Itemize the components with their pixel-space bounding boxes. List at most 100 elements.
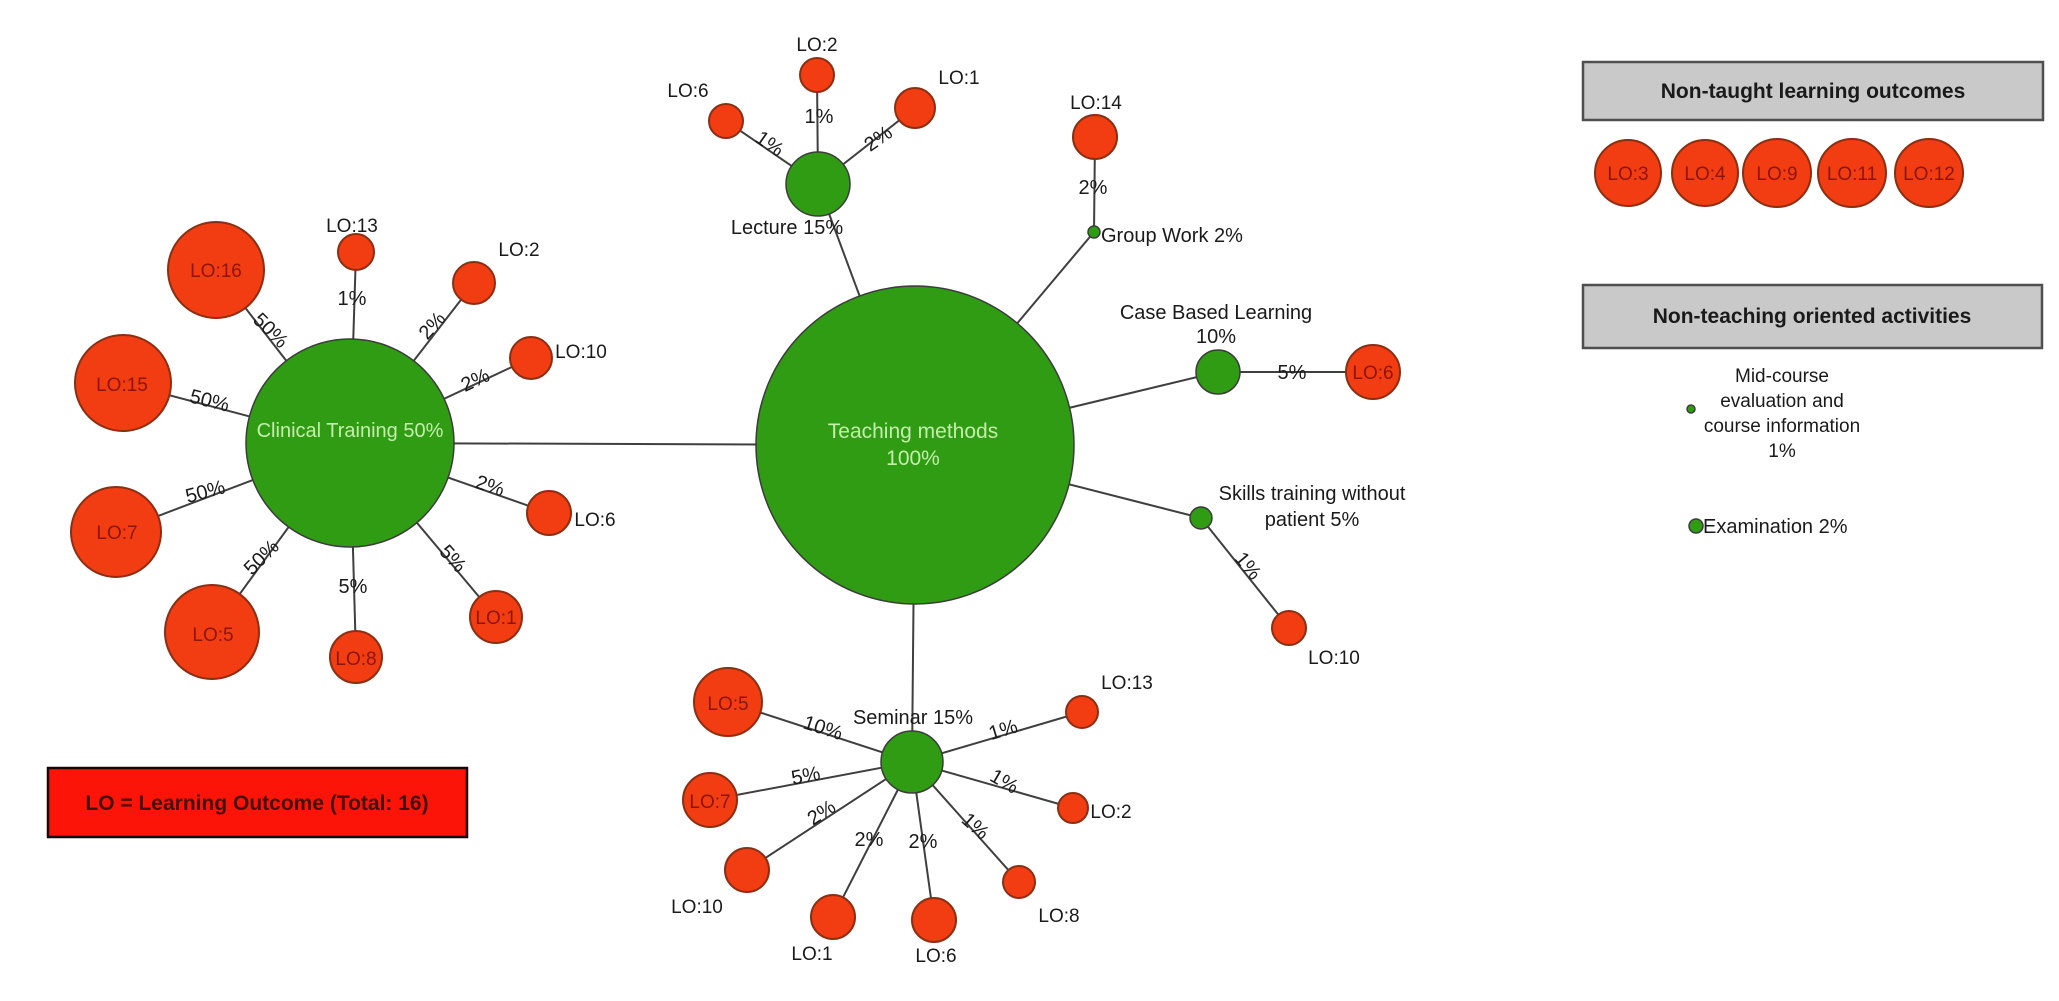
node-midcourse-label: Mid-course bbox=[1735, 366, 1829, 387]
node-lo2l-circle bbox=[799, 57, 835, 93]
node-lo7c-label: LO:7 bbox=[96, 523, 137, 544]
edge-label-lecture-lo6l: 1% bbox=[751, 127, 787, 162]
node-skills-circle bbox=[1189, 506, 1213, 530]
node-cbl-circle bbox=[1195, 349, 1241, 395]
node-lo6cb-label: LO:6 bbox=[1352, 363, 1393, 384]
node-lo5s-circle bbox=[693, 667, 763, 737]
node-teaching-circle bbox=[755, 285, 1075, 605]
node-skills-label: patient 5% bbox=[1265, 509, 1360, 531]
node-lo12-circle bbox=[1894, 138, 1964, 208]
edge-label-clinical-lo16: 50% bbox=[248, 309, 292, 353]
edge-label-cbl-lo6cb: 5% bbox=[1278, 362, 1307, 384]
node-seminar-label: Seminar 15% bbox=[853, 707, 973, 729]
node-lo6c-label: LO:6 bbox=[574, 510, 615, 531]
node-lo1l-circle bbox=[894, 87, 936, 129]
node-lo10sk-label: LO:10 bbox=[1308, 648, 1360, 669]
node-lo8s-circle bbox=[1002, 865, 1036, 899]
node-exam-circle bbox=[1688, 518, 1704, 534]
node-lo4-label: LO:4 bbox=[1684, 164, 1726, 185]
node-lo10s-circle bbox=[724, 847, 770, 893]
non-teaching-header-label: Non-teaching oriented activities bbox=[1653, 305, 1972, 328]
lo-note-box bbox=[46, 766, 469, 839]
node-lo6l-circle bbox=[708, 103, 744, 139]
node-exam-label: Examination 2% bbox=[1703, 516, 1848, 538]
edge-label-seminar-lo7s: 5% bbox=[790, 763, 823, 790]
node-lo7s-label: LO:7 bbox=[689, 792, 730, 813]
node-lo15-label: LO:15 bbox=[96, 375, 148, 396]
node-lo13s-label: LO:13 bbox=[1101, 673, 1153, 694]
node-lo3-circle bbox=[1594, 139, 1662, 207]
node-lo6s-label: LO:6 bbox=[915, 946, 956, 967]
node-lo10sk-circle bbox=[1271, 610, 1307, 646]
node-lo14-circle bbox=[1072, 114, 1118, 160]
node-midcourse-label: evaluation and bbox=[1720, 391, 1844, 412]
node-lo7s-circle bbox=[682, 772, 738, 828]
lo-note-label: LO = Learning Outcome (Total: 16) bbox=[85, 792, 428, 815]
node-teaching-label: Teaching methods bbox=[828, 420, 998, 443]
node-midcourse-circle bbox=[1686, 404, 1696, 414]
node-lo2s-circle bbox=[1057, 792, 1089, 824]
node-lo7c-circle bbox=[70, 486, 162, 578]
edge-skills-lo10sk bbox=[1200, 517, 1290, 629]
node-lo8c-circle bbox=[329, 630, 383, 684]
node-lo6c-circle bbox=[526, 490, 572, 536]
node-midcourse-label: 1% bbox=[1768, 441, 1796, 462]
edge-label-clinical-lo1c: 5% bbox=[435, 541, 471, 577]
node-lo6s-circle bbox=[911, 897, 957, 943]
node-lo16-label: LO:16 bbox=[190, 261, 242, 282]
edge-label-clinical-lo13c: 1% bbox=[338, 288, 367, 310]
node-lo13c-label: LO:13 bbox=[326, 216, 378, 237]
edge-label-clinical-lo2c: 2% bbox=[415, 308, 451, 344]
non-taught-header-label: Non-taught learning outcomes bbox=[1661, 80, 1966, 103]
node-lo5c-label: LO:5 bbox=[192, 625, 233, 646]
non-teaching-header-box bbox=[1581, 283, 2044, 350]
node-skills-label: Skills training without bbox=[1219, 483, 1406, 505]
node-lo10c-circle bbox=[509, 336, 553, 380]
node-groupwork-circle bbox=[1087, 225, 1101, 239]
node-midcourse-label: course information bbox=[1704, 416, 1860, 437]
edge-label-skills-lo10sk: 1% bbox=[1230, 548, 1266, 584]
node-lo4-circle bbox=[1671, 139, 1739, 207]
node-lo9-label: LO:9 bbox=[1756, 164, 1797, 185]
node-lo1s-circle bbox=[810, 894, 856, 940]
node-lo13s-circle bbox=[1065, 695, 1099, 729]
edge-label-seminar-lo5s: 10% bbox=[800, 712, 845, 745]
node-lo11-circle bbox=[1817, 138, 1887, 208]
node-lecture-circle bbox=[785, 151, 851, 217]
node-cbl-label: 10% bbox=[1196, 326, 1236, 348]
node-cbl-label: Case Based Learning bbox=[1120, 302, 1312, 324]
node-groupwork-label: Group Work 2% bbox=[1101, 225, 1243, 247]
node-lo15-circle bbox=[74, 334, 172, 432]
edge-label-groupwork-lo14: 2% bbox=[1079, 177, 1108, 199]
edge-label-seminar-lo1s: 2% bbox=[855, 829, 884, 851]
node-lo11-label: LO:11 bbox=[1827, 164, 1877, 185]
node-lo3-label: LO:3 bbox=[1607, 164, 1648, 185]
edge-seminar-lo10s bbox=[746, 761, 913, 871]
node-lo13c-circle bbox=[337, 233, 375, 271]
node-teaching-label: 100% bbox=[886, 447, 940, 470]
node-lecture-label: Lecture 15% bbox=[731, 217, 844, 239]
node-lo16-circle bbox=[167, 221, 265, 319]
node-lo5c-circle bbox=[164, 584, 260, 680]
node-lo1s-label: LO:1 bbox=[791, 944, 832, 965]
node-lo10s-label: LO:10 bbox=[671, 897, 723, 918]
edge-label-clinical-lo10c: 2% bbox=[458, 364, 494, 396]
node-lo1c-label: LO:1 bbox=[475, 608, 516, 629]
node-lo12-label: LO:12 bbox=[1903, 164, 1955, 185]
node-lo14-label: LO:14 bbox=[1070, 93, 1122, 114]
edge-label-seminar-lo6s: 2% bbox=[909, 831, 938, 853]
node-lo6l-label: LO:6 bbox=[667, 81, 708, 102]
edge-label-seminar-lo10s: 2% bbox=[804, 796, 840, 830]
node-lo10c-label: LO:10 bbox=[555, 342, 607, 363]
edge-label-seminar-lo8s: 1% bbox=[957, 809, 993, 845]
node-seminar-circle bbox=[880, 730, 944, 794]
node-clinical-label: Clinical Training 50% bbox=[257, 420, 444, 442]
node-lo2c-label: LO:2 bbox=[498, 240, 539, 261]
node-lo2l-label: LO:2 bbox=[796, 35, 837, 56]
edge-label-lecture-lo2l: 1% bbox=[805, 106, 834, 128]
edge-label-seminar-lo13s: 1% bbox=[986, 715, 1020, 745]
non-taught-header-box bbox=[1581, 60, 2045, 122]
edge-label-seminar-lo2s: 1% bbox=[986, 765, 1022, 799]
